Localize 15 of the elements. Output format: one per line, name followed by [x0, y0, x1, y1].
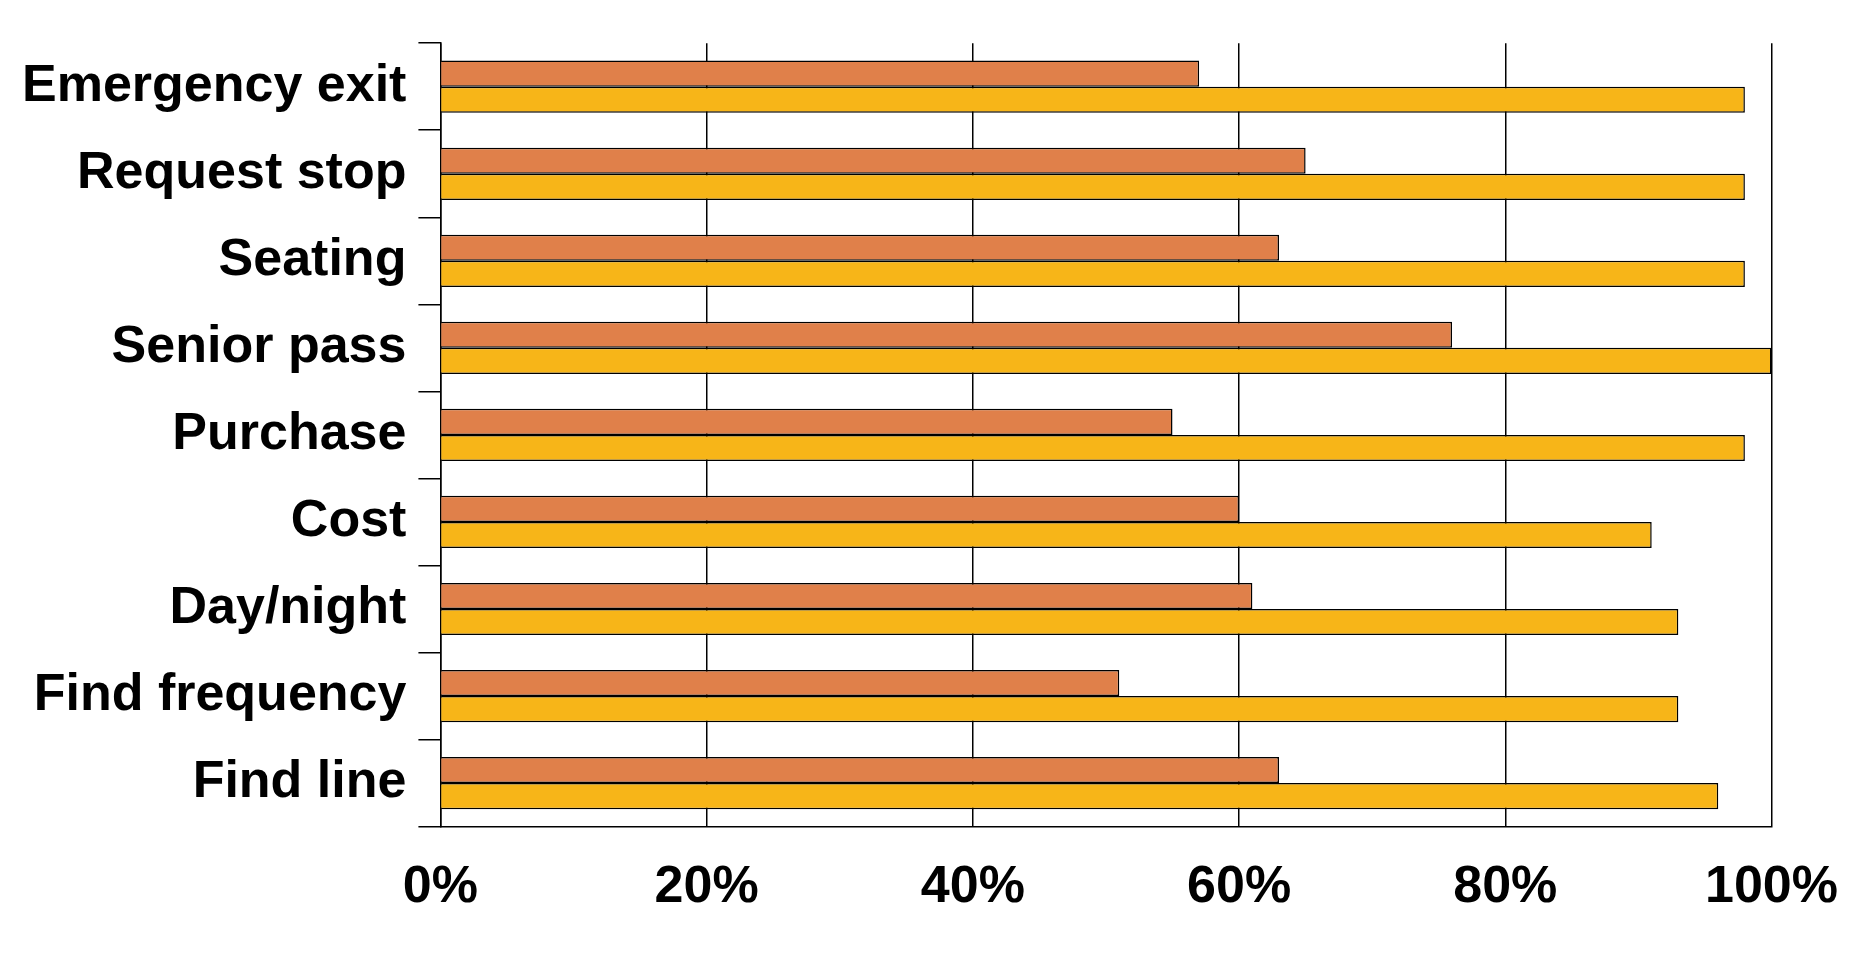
x-tick-label: 0%	[402, 855, 478, 914]
y-tick-label: Cost	[290, 489, 407, 548]
y-tick-label: Request stop	[77, 141, 407, 200]
x-tick-label: 40%	[920, 855, 1025, 914]
x-tick-label: 60%	[1187, 855, 1292, 914]
y-tick-label: Find frequency	[33, 663, 407, 722]
y-tick-label: Emergency exit	[21, 54, 407, 113]
y-tick-label: Purchase	[172, 402, 407, 461]
y-tick-label: Senior pass	[111, 315, 407, 374]
x-tick-label: 20%	[654, 855, 759, 914]
y-tick-label: Find line	[192, 750, 407, 809]
x-tick-label: 100%	[1705, 855, 1838, 914]
y-tick-label: Day/night	[169, 576, 407, 635]
y-tick-label: Seating	[218, 228, 407, 287]
x-tick-label: 80%	[1453, 855, 1558, 914]
